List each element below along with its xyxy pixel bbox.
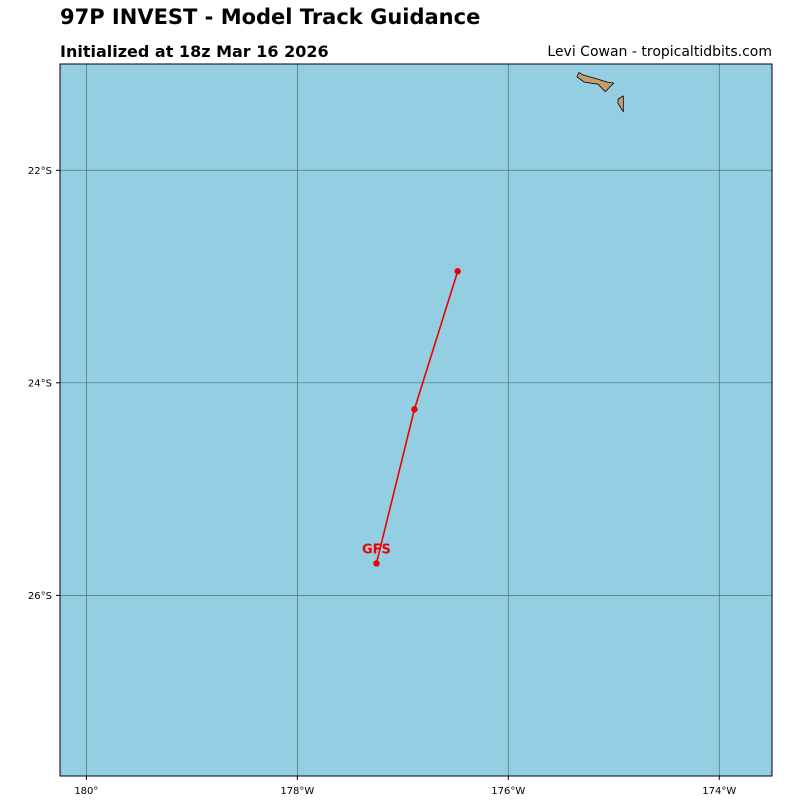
map-title: 97P INVEST - Model Track Guidance <box>60 5 481 29</box>
track-point <box>373 560 380 567</box>
map-frame <box>59 63 773 777</box>
land-island-1 <box>576 72 615 92</box>
credit-text: Levi Cowan - tropicaltidbits.com <box>547 44 772 60</box>
lon-tick-label: 176°W <box>491 786 525 797</box>
land-layer <box>576 72 624 113</box>
lon-tick-label: 178°W <box>280 786 314 797</box>
lat-tick-label: 26°S <box>28 591 52 602</box>
land-island-2 <box>617 95 624 113</box>
graticule <box>60 64 772 776</box>
lon-tick-label: 174°W <box>702 786 736 797</box>
init-time-subtitle: Initialized at 18z Mar 16 2026 <box>60 42 329 61</box>
lon-tick-label: 180° <box>74 786 98 797</box>
track-layer: GFS <box>362 268 461 567</box>
track-point <box>454 268 461 275</box>
model-label-gfs: GFS <box>362 542 391 557</box>
axis-ticks: 180° 178°W 176°W 174°W 22°S 24°S 26°S <box>28 166 736 797</box>
lat-tick-label: 24°S <box>28 378 52 389</box>
ocean-background <box>60 64 772 776</box>
lat-tick-label: 22°S <box>28 166 52 177</box>
track-point <box>411 406 418 413</box>
